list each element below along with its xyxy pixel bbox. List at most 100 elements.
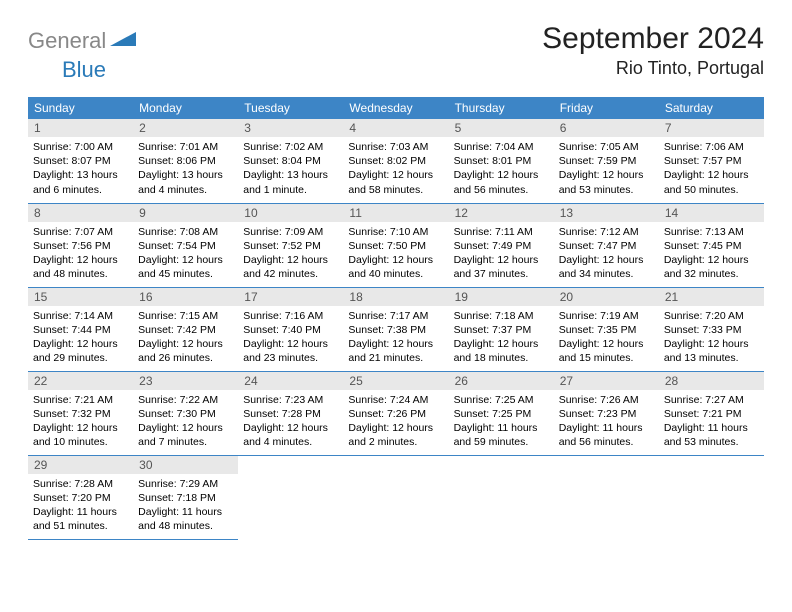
sunset-line: Sunset: 8:04 PM <box>243 154 338 168</box>
day-header: Friday <box>554 97 659 119</box>
sunrise-line: Sunrise: 7:11 AM <box>454 225 549 239</box>
sunset-line: Sunset: 7:23 PM <box>559 407 654 421</box>
calendar-cell: 15Sunrise: 7:14 AMSunset: 7:44 PMDayligh… <box>28 287 133 371</box>
sunrise-line: Sunrise: 7:24 AM <box>348 393 443 407</box>
sunrise-line: Sunrise: 7:00 AM <box>33 140 128 154</box>
day-body: Sunrise: 7:05 AMSunset: 7:59 PMDaylight:… <box>554 137 659 201</box>
day-body: Sunrise: 7:00 AMSunset: 8:07 PMDaylight:… <box>28 137 133 201</box>
daylight-line: Daylight: 12 hours and 23 minutes. <box>243 337 338 365</box>
sunset-line: Sunset: 7:30 PM <box>138 407 233 421</box>
day-body: Sunrise: 7:09 AMSunset: 7:52 PMDaylight:… <box>238 222 343 286</box>
sunset-line: Sunset: 7:28 PM <box>243 407 338 421</box>
calendar-cell: 29Sunrise: 7:28 AMSunset: 7:20 PMDayligh… <box>28 455 133 539</box>
daylight-line: Daylight: 12 hours and 32 minutes. <box>664 253 759 281</box>
day-number: 12 <box>449 204 554 222</box>
daylight-line: Daylight: 12 hours and 13 minutes. <box>664 337 759 365</box>
sunset-line: Sunset: 7:49 PM <box>454 239 549 253</box>
day-number: 1 <box>28 119 133 137</box>
sunset-line: Sunset: 7:25 PM <box>454 407 549 421</box>
calendar-cell <box>449 455 554 539</box>
daylight-line: Daylight: 12 hours and 26 minutes. <box>138 337 233 365</box>
sunset-line: Sunset: 7:26 PM <box>348 407 443 421</box>
sunrise-line: Sunrise: 7:26 AM <box>559 393 654 407</box>
daylight-line: Daylight: 12 hours and 40 minutes. <box>348 253 443 281</box>
sunset-line: Sunset: 7:44 PM <box>33 323 128 337</box>
sunset-line: Sunset: 7:20 PM <box>33 491 128 505</box>
day-body: Sunrise: 7:25 AMSunset: 7:25 PMDaylight:… <box>449 390 554 454</box>
sunset-line: Sunset: 7:18 PM <box>138 491 233 505</box>
calendar-cell: 19Sunrise: 7:18 AMSunset: 7:37 PMDayligh… <box>449 287 554 371</box>
day-body: Sunrise: 7:26 AMSunset: 7:23 PMDaylight:… <box>554 390 659 454</box>
daylight-line: Daylight: 13 hours and 4 minutes. <box>138 168 233 196</box>
day-body: Sunrise: 7:20 AMSunset: 7:33 PMDaylight:… <box>659 306 764 370</box>
day-number: 13 <box>554 204 659 222</box>
day-body: Sunrise: 7:08 AMSunset: 7:54 PMDaylight:… <box>133 222 238 286</box>
day-number: 8 <box>28 204 133 222</box>
sunset-line: Sunset: 7:38 PM <box>348 323 443 337</box>
sunrise-line: Sunrise: 7:21 AM <box>33 393 128 407</box>
sunrise-line: Sunrise: 7:09 AM <box>243 225 338 239</box>
day-body: Sunrise: 7:15 AMSunset: 7:42 PMDaylight:… <box>133 306 238 370</box>
sunrise-line: Sunrise: 7:04 AM <box>454 140 549 154</box>
sunrise-line: Sunrise: 7:16 AM <box>243 309 338 323</box>
day-number: 14 <box>659 204 764 222</box>
daylight-line: Daylight: 12 hours and 48 minutes. <box>33 253 128 281</box>
sunrise-line: Sunrise: 7:22 AM <box>138 393 233 407</box>
calendar-cell: 21Sunrise: 7:20 AMSunset: 7:33 PMDayligh… <box>659 287 764 371</box>
calendar-cell: 14Sunrise: 7:13 AMSunset: 7:45 PMDayligh… <box>659 203 764 287</box>
day-number: 6 <box>554 119 659 137</box>
calendar-cell <box>238 455 343 539</box>
day-body: Sunrise: 7:24 AMSunset: 7:26 PMDaylight:… <box>343 390 448 454</box>
daylight-line: Daylight: 12 hours and 29 minutes. <box>33 337 128 365</box>
day-header: Thursday <box>449 97 554 119</box>
day-header-row: Sunday Monday Tuesday Wednesday Thursday… <box>28 97 764 119</box>
calendar-cell: 20Sunrise: 7:19 AMSunset: 7:35 PMDayligh… <box>554 287 659 371</box>
day-number: 28 <box>659 372 764 390</box>
day-header: Monday <box>133 97 238 119</box>
day-body: Sunrise: 7:22 AMSunset: 7:30 PMDaylight:… <box>133 390 238 454</box>
day-number: 21 <box>659 288 764 306</box>
sunset-line: Sunset: 8:06 PM <box>138 154 233 168</box>
day-number: 18 <box>343 288 448 306</box>
day-number: 27 <box>554 372 659 390</box>
location: Rio Tinto, Portugal <box>542 58 764 79</box>
calendar-cell: 25Sunrise: 7:24 AMSunset: 7:26 PMDayligh… <box>343 371 448 455</box>
sunset-line: Sunset: 7:47 PM <box>559 239 654 253</box>
calendar-cell: 2 Sunrise: 7:01 AMSunset: 8:06 PMDaylight… <box>133 119 238 203</box>
sunset-line: Sunset: 7:57 PM <box>664 154 759 168</box>
day-header: Sunday <box>28 97 133 119</box>
day-number: 4 <box>343 119 448 137</box>
sunrise-line: Sunrise: 7:10 AM <box>348 225 443 239</box>
daylight-line: Daylight: 12 hours and 37 minutes. <box>454 253 549 281</box>
sunset-line: Sunset: 7:32 PM <box>33 407 128 421</box>
day-body: Sunrise: 7:04 AMSunset: 8:01 PMDaylight:… <box>449 137 554 201</box>
day-body: Sunrise: 7:27 AMSunset: 7:21 PMDaylight:… <box>659 390 764 454</box>
daylight-line: Daylight: 11 hours and 48 minutes. <box>138 505 233 533</box>
daylight-line: Daylight: 12 hours and 18 minutes. <box>454 337 549 365</box>
calendar-table: Sunday Monday Tuesday Wednesday Thursday… <box>28 97 764 540</box>
daylight-line: Daylight: 12 hours and 34 minutes. <box>559 253 654 281</box>
calendar-cell: 6Sunrise: 7:05 AMSunset: 7:59 PMDaylight… <box>554 119 659 203</box>
sunrise-line: Sunrise: 7:20 AM <box>664 309 759 323</box>
day-body: Sunrise: 7:19 AMSunset: 7:35 PMDaylight:… <box>554 306 659 370</box>
sunrise-line: Sunrise: 7:08 AM <box>138 225 233 239</box>
sunrise-line: Sunrise: 7:25 AM <box>454 393 549 407</box>
sunset-line: Sunset: 7:37 PM <box>454 323 549 337</box>
sunset-line: Sunset: 7:52 PM <box>243 239 338 253</box>
day-body: Sunrise: 7:13 AMSunset: 7:45 PMDaylight:… <box>659 222 764 286</box>
day-number: 2 <box>133 119 238 137</box>
day-number: 20 <box>554 288 659 306</box>
daylight-line: Daylight: 13 hours and 1 minute. <box>243 168 338 196</box>
daylight-line: Daylight: 12 hours and 10 minutes. <box>33 421 128 449</box>
sunset-line: Sunset: 7:21 PM <box>664 407 759 421</box>
sunset-line: Sunset: 7:59 PM <box>559 154 654 168</box>
sunrise-line: Sunrise: 7:01 AM <box>138 140 233 154</box>
day-header: Wednesday <box>343 97 448 119</box>
day-body: Sunrise: 7:02 AMSunset: 8:04 PMDaylight:… <box>238 137 343 201</box>
sunrise-line: Sunrise: 7:17 AM <box>348 309 443 323</box>
month-title: September 2024 <box>542 22 764 56</box>
sunset-line: Sunset: 7:35 PM <box>559 323 654 337</box>
day-body: Sunrise: 7:07 AMSunset: 7:56 PMDaylight:… <box>28 222 133 286</box>
daylight-line: Daylight: 11 hours and 51 minutes. <box>33 505 128 533</box>
sunrise-line: Sunrise: 7:14 AM <box>33 309 128 323</box>
